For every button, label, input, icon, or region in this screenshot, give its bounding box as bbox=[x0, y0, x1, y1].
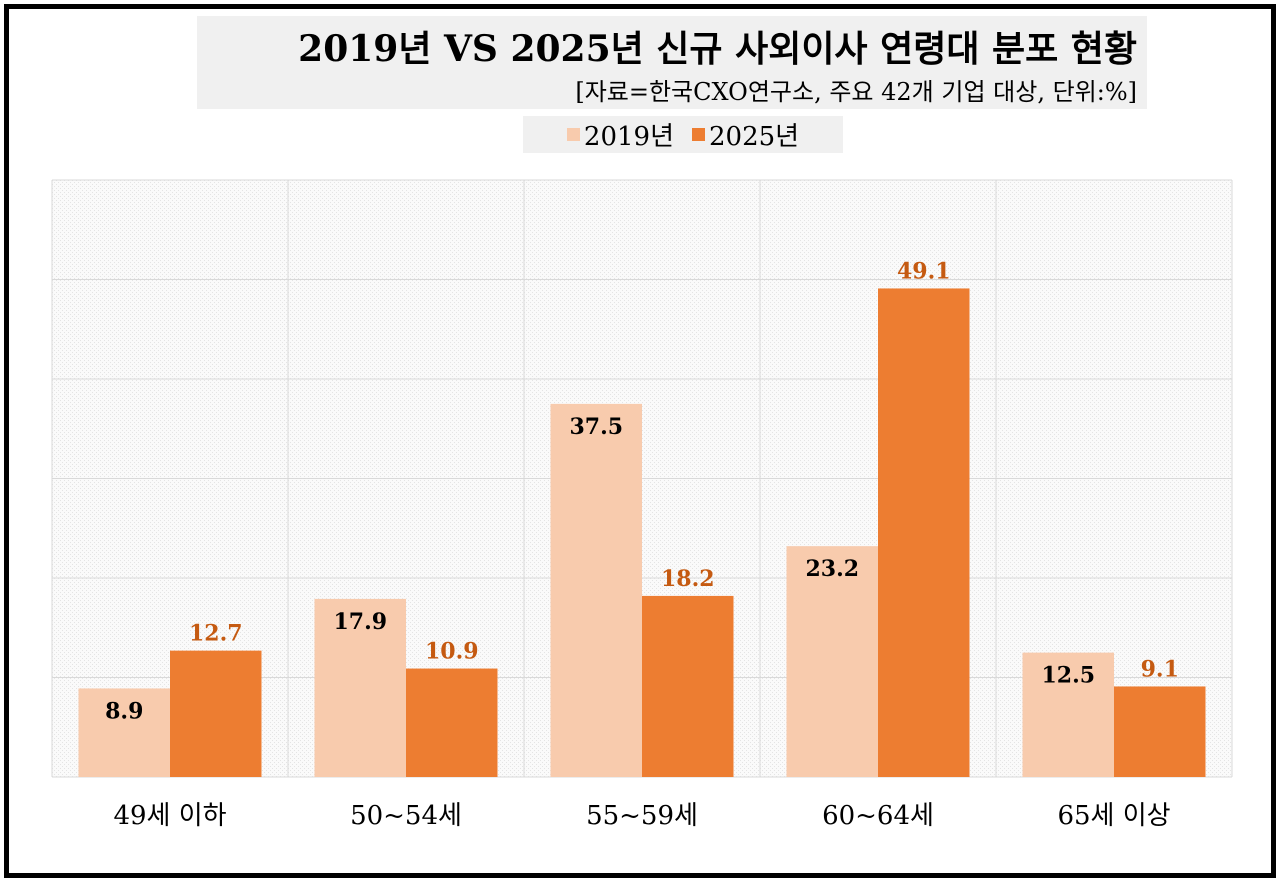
data-label-2025: 49.1 bbox=[897, 258, 951, 284]
legend-swatch-2025 bbox=[692, 128, 705, 141]
title-box: 2019년 VS 2025년 신규 사외이사 연령대 분포 현황 [자료=한국C… bbox=[197, 16, 1147, 109]
bar-2019 bbox=[1022, 652, 1114, 777]
bar-2025 bbox=[170, 650, 262, 777]
legend-item-2019: 2019년 bbox=[566, 116, 674, 153]
category-label: 55~59세 bbox=[586, 801, 698, 831]
bar-2019 bbox=[314, 598, 406, 777]
data-label-2019: 12.5 bbox=[1041, 663, 1095, 689]
data-label-2025: 18.2 bbox=[661, 566, 715, 592]
bar-2019 bbox=[786, 546, 878, 777]
data-label-2019: 37.5 bbox=[569, 414, 623, 440]
category-label: 49세 이하 bbox=[113, 801, 226, 831]
legend: 2019년 2025년 bbox=[523, 116, 843, 153]
legend-label-2025: 2025년 bbox=[709, 122, 800, 152]
data-label-2025: 10.9 bbox=[425, 639, 479, 665]
legend-label-2019: 2019년 bbox=[583, 122, 674, 152]
data-label-2025: 12.7 bbox=[189, 621, 243, 647]
bar-2025 bbox=[1114, 686, 1206, 777]
category-label: 50~54세 bbox=[350, 801, 462, 831]
bar-2025 bbox=[406, 668, 498, 777]
category-label: 60~64세 bbox=[822, 801, 934, 831]
legend-swatch-2019 bbox=[566, 128, 580, 141]
data-label-2019: 17.9 bbox=[333, 609, 387, 635]
data-label-2025: 9.1 bbox=[1141, 656, 1179, 682]
chart-subtitle: [자료=한국CXO연구소, 주요 42개 기업 대상, 단위:%] bbox=[575, 78, 1137, 106]
chart-title: 2019년 VS 2025년 신규 사외이사 연령대 분포 현황 bbox=[298, 28, 1137, 70]
legend-item-2025: 2025년 bbox=[692, 116, 799, 153]
bar-2019 bbox=[550, 403, 642, 777]
bar-2019 bbox=[78, 688, 170, 777]
data-label-2019: 23.2 bbox=[805, 556, 859, 582]
bar-2025 bbox=[642, 595, 734, 777]
bar-2025 bbox=[878, 288, 970, 777]
data-label-2019: 8.9 bbox=[105, 698, 143, 724]
category-label: 65세 이상 bbox=[1057, 801, 1170, 831]
